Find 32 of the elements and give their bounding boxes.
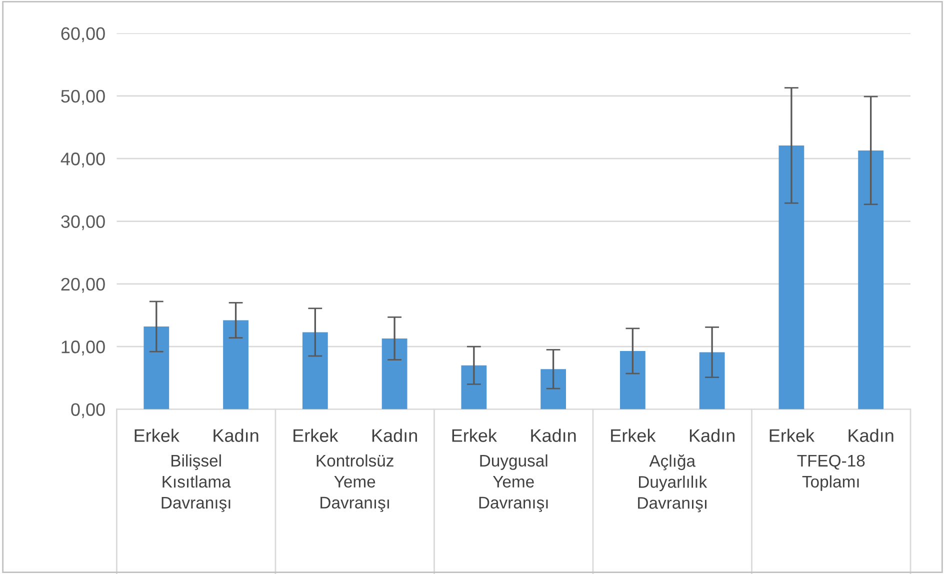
x-tick-label: Erkek — [294, 428, 338, 442]
y-tick-label: 20,00 — [61, 278, 105, 293]
y-tick-label: 40,00 — [60, 152, 105, 168]
x-tick-label: Kadın — [531, 428, 576, 442]
x-tick-label: Erkek — [452, 428, 498, 442]
y-tick-label: 0,00 — [71, 403, 105, 418]
text: Bilişsel Kısıtlama Davranışı — [162, 454, 231, 512]
text: Açlığa Duyarlılık Davranışı — [638, 454, 708, 512]
x-tick-label: Kadın — [372, 428, 417, 442]
text: Duygusal Yeme Davranışı — [479, 454, 548, 512]
bar — [858, 150, 884, 410]
y-tick-label: 60,00 — [61, 27, 105, 42]
text: TFEQ-18 Toplamı — [797, 454, 865, 491]
x-tick-label: Erkek — [611, 428, 656, 442]
text: Kontrolsüz Yeme Davranışı — [316, 454, 394, 512]
bar — [144, 326, 170, 410]
x-tick-label: Erkek — [134, 428, 180, 442]
y-tick-label: 10,00 — [62, 340, 105, 356]
x-tick-label: Kadın — [690, 428, 734, 442]
x-tick-label: Kadın — [214, 428, 258, 442]
bar — [620, 350, 646, 410]
bar — [699, 352, 725, 410]
bar — [302, 332, 328, 410]
bar — [778, 145, 804, 410]
x-tick-label: Kadın — [848, 428, 894, 442]
bar — [461, 365, 487, 410]
y-tick-label: 30,00 — [61, 215, 105, 230]
bar — [540, 369, 566, 410]
x-tick-label: Erkek — [770, 428, 815, 442]
bar — [382, 338, 408, 410]
bar — [223, 320, 248, 410]
y-tick-label: 50,00 — [61, 90, 105, 105]
